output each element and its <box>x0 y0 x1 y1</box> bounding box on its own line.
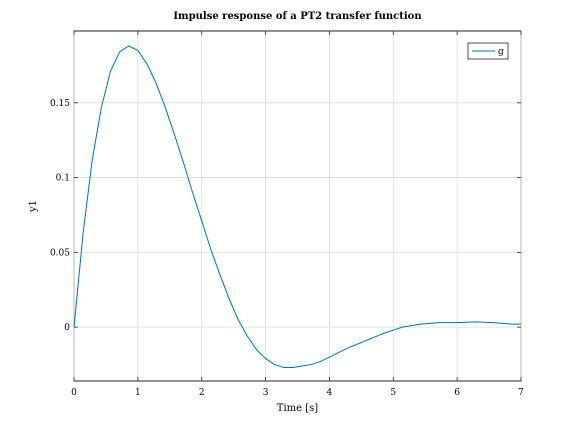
axis-ticks: 0 1 2 3 4 5 6 7 0 0.05 0.1 0.15 <box>50 31 524 398</box>
x-tick-label: 5 <box>390 388 396 398</box>
axes-box <box>73 30 522 382</box>
chart-title: Impulse response of a PT2 transfer funct… <box>173 11 422 22</box>
y-tick-label: 0 <box>64 323 70 333</box>
x-tick-label: 0 <box>71 388 77 398</box>
x-tick-label: 1 <box>135 388 141 398</box>
legend-label: g <box>498 47 504 57</box>
series-line-g <box>73 45 521 369</box>
legend: g <box>467 42 509 60</box>
y-tick-label: 0.15 <box>50 99 70 109</box>
grid <box>73 31 522 381</box>
x-tick-label: 7 <box>518 388 524 398</box>
x-tick-label: 3 <box>263 388 269 398</box>
x-tick-label: 6 <box>454 388 460 398</box>
y-axis-label: y1 <box>28 200 39 213</box>
x-tick-label: 4 <box>327 388 333 398</box>
x-tick-label: 2 <box>199 388 205 398</box>
x-axis-label: Time [s] <box>277 403 318 414</box>
series-layer <box>73 45 521 369</box>
plot-area: 0 1 2 3 4 5 6 7 0 0.05 0.1 0.15 g <box>50 30 524 398</box>
y-tick-label: 0.05 <box>50 248 70 258</box>
y-tick-label: 0.1 <box>56 174 70 184</box>
